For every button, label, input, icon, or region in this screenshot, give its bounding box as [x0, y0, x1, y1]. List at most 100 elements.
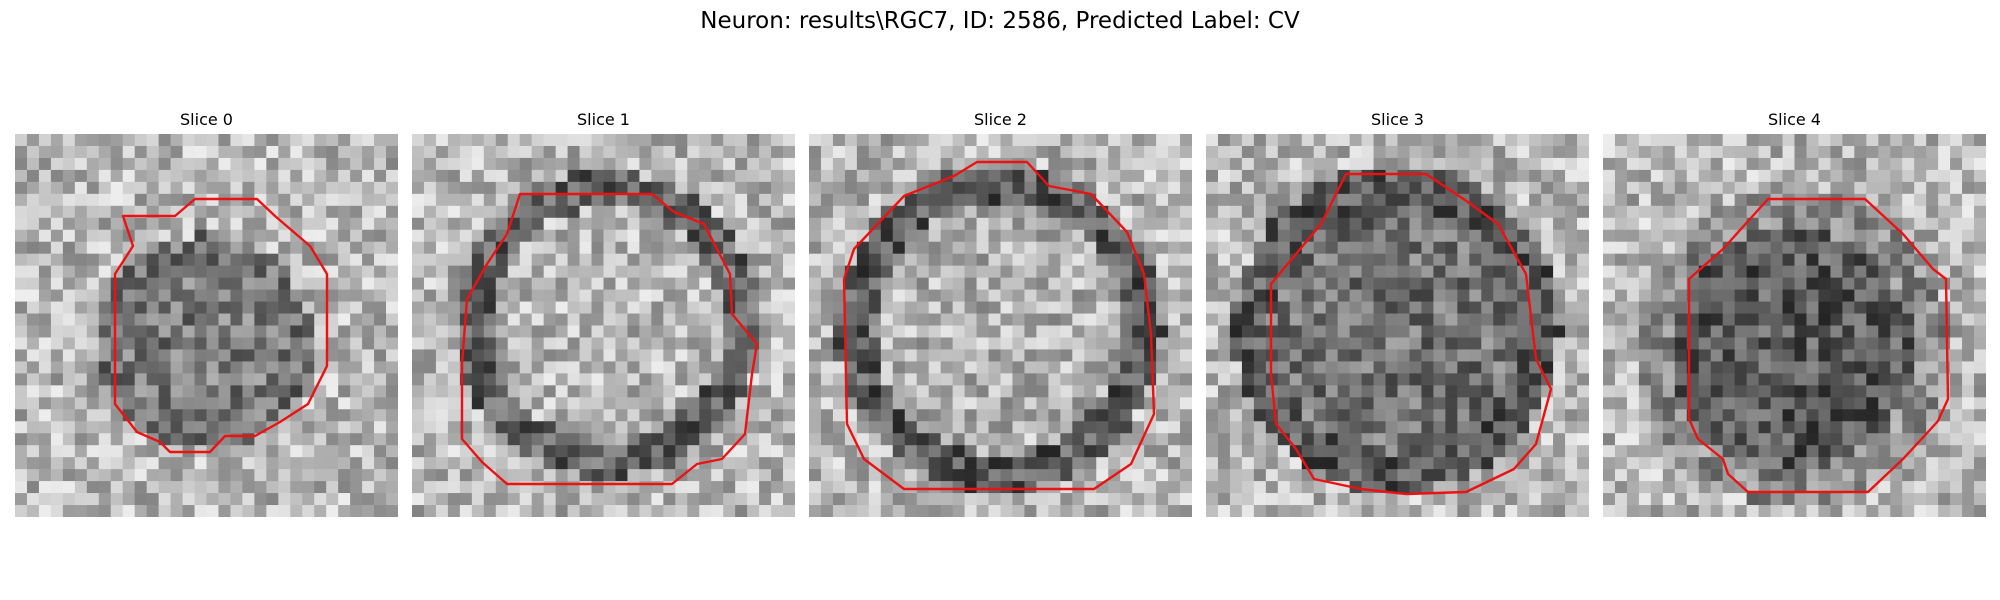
image-pixel	[1217, 361, 1231, 374]
image-pixel	[856, 469, 870, 482]
image-pixel	[1421, 361, 1434, 374]
image-pixel	[675, 241, 688, 255]
image-pixel	[1397, 265, 1410, 279]
image-pixel	[386, 193, 398, 207]
image-pixel	[495, 145, 509, 159]
image-pixel	[1313, 289, 1327, 302]
image-pixel	[723, 493, 736, 506]
image-pixel	[158, 421, 171, 434]
image-pixel	[1662, 409, 1676, 422]
image-pixel	[362, 229, 375, 243]
image-pixel	[940, 421, 954, 434]
image-pixel	[1217, 289, 1231, 302]
image-pixel	[976, 277, 989, 290]
image-pixel	[1325, 457, 1339, 470]
image-pixel	[62, 265, 76, 279]
image-pixel	[1168, 157, 1181, 171]
image-pixel	[230, 421, 243, 434]
image-pixel	[1457, 169, 1470, 183]
image-pixel	[519, 385, 533, 398]
image-pixel	[62, 301, 76, 314]
image-pixel	[651, 217, 664, 231]
image-pixel	[495, 169, 509, 183]
image-pixel	[1000, 361, 1013, 374]
image-pixel	[1878, 229, 1891, 243]
image-pixel	[278, 325, 291, 338]
image-pixel	[1770, 229, 1783, 243]
image-pixel	[904, 457, 918, 470]
image-pixel	[1349, 157, 1362, 171]
image-pixel	[1914, 205, 1927, 219]
image-pixel	[1132, 481, 1145, 494]
image-pixel	[1361, 397, 1374, 410]
image-pixel	[1253, 134, 1267, 147]
image-pixel	[1313, 181, 1327, 195]
image-pixel	[579, 385, 592, 398]
image-pixel	[519, 445, 533, 458]
image-pixel	[1385, 193, 1398, 207]
image-pixel	[1217, 397, 1231, 410]
image-pixel	[412, 493, 425, 506]
image-pixel	[711, 349, 724, 362]
image-pixel	[1638, 409, 1652, 422]
image-pixel	[459, 289, 473, 302]
image-pixel	[1529, 373, 1542, 386]
image-pixel	[1265, 493, 1279, 506]
image-pixel	[964, 493, 977, 506]
image-pixel	[964, 421, 977, 434]
image-pixel	[809, 193, 822, 207]
image-pixel	[50, 505, 64, 517]
image-pixel	[1541, 481, 1554, 494]
image-pixel	[38, 205, 52, 219]
image-pixel	[1541, 241, 1554, 255]
image-pixel	[1373, 397, 1386, 410]
image-pixel	[759, 193, 772, 207]
image-pixel	[771, 217, 784, 231]
image-pixel	[290, 313, 303, 326]
image-pixel	[230, 469, 243, 482]
image-pixel	[809, 313, 822, 326]
image-pixel	[735, 349, 748, 362]
image-pixel	[1686, 205, 1700, 219]
image-pixel	[1313, 397, 1327, 410]
image-pixel	[940, 469, 954, 482]
image-pixel	[1662, 457, 1676, 470]
image-pixel	[447, 505, 461, 517]
image-pixel	[639, 157, 652, 171]
image-pixel	[940, 409, 954, 422]
image-pixel	[242, 253, 255, 267]
image-pixel	[1349, 409, 1362, 422]
image-pixel	[639, 169, 652, 183]
image-pixel	[206, 169, 219, 183]
image-pixel	[471, 433, 485, 446]
image-pixel	[314, 217, 327, 231]
image-pixel	[1674, 169, 1688, 183]
image-pixel	[579, 157, 592, 171]
image-pixel	[1421, 313, 1434, 326]
image-pixel	[856, 313, 870, 326]
image-pixel	[675, 397, 688, 410]
image-pixel	[146, 493, 160, 506]
image-pixel	[1938, 445, 1951, 458]
image-pixel	[904, 397, 918, 410]
image-pixel	[1229, 421, 1243, 434]
image-pixel	[98, 134, 112, 147]
image-pixel	[483, 169, 497, 183]
image-pixel	[591, 337, 604, 350]
image-pixel	[86, 337, 100, 350]
image-pixel	[326, 134, 339, 147]
image-pixel	[74, 217, 88, 231]
image-pixel	[1433, 253, 1446, 267]
image-pixel	[1650, 337, 1664, 350]
image-pixel	[1818, 229, 1831, 243]
image-pixel	[1603, 241, 1616, 255]
image-pixel	[1529, 181, 1542, 195]
image-pixel	[326, 169, 339, 183]
image-pixel	[302, 325, 315, 338]
image-pixel	[1265, 445, 1279, 458]
image-pixel	[844, 301, 858, 314]
image-pixel	[531, 253, 545, 267]
image-pixel	[1890, 241, 1903, 255]
image-pixel	[158, 229, 171, 243]
image-pixel	[988, 265, 1001, 279]
